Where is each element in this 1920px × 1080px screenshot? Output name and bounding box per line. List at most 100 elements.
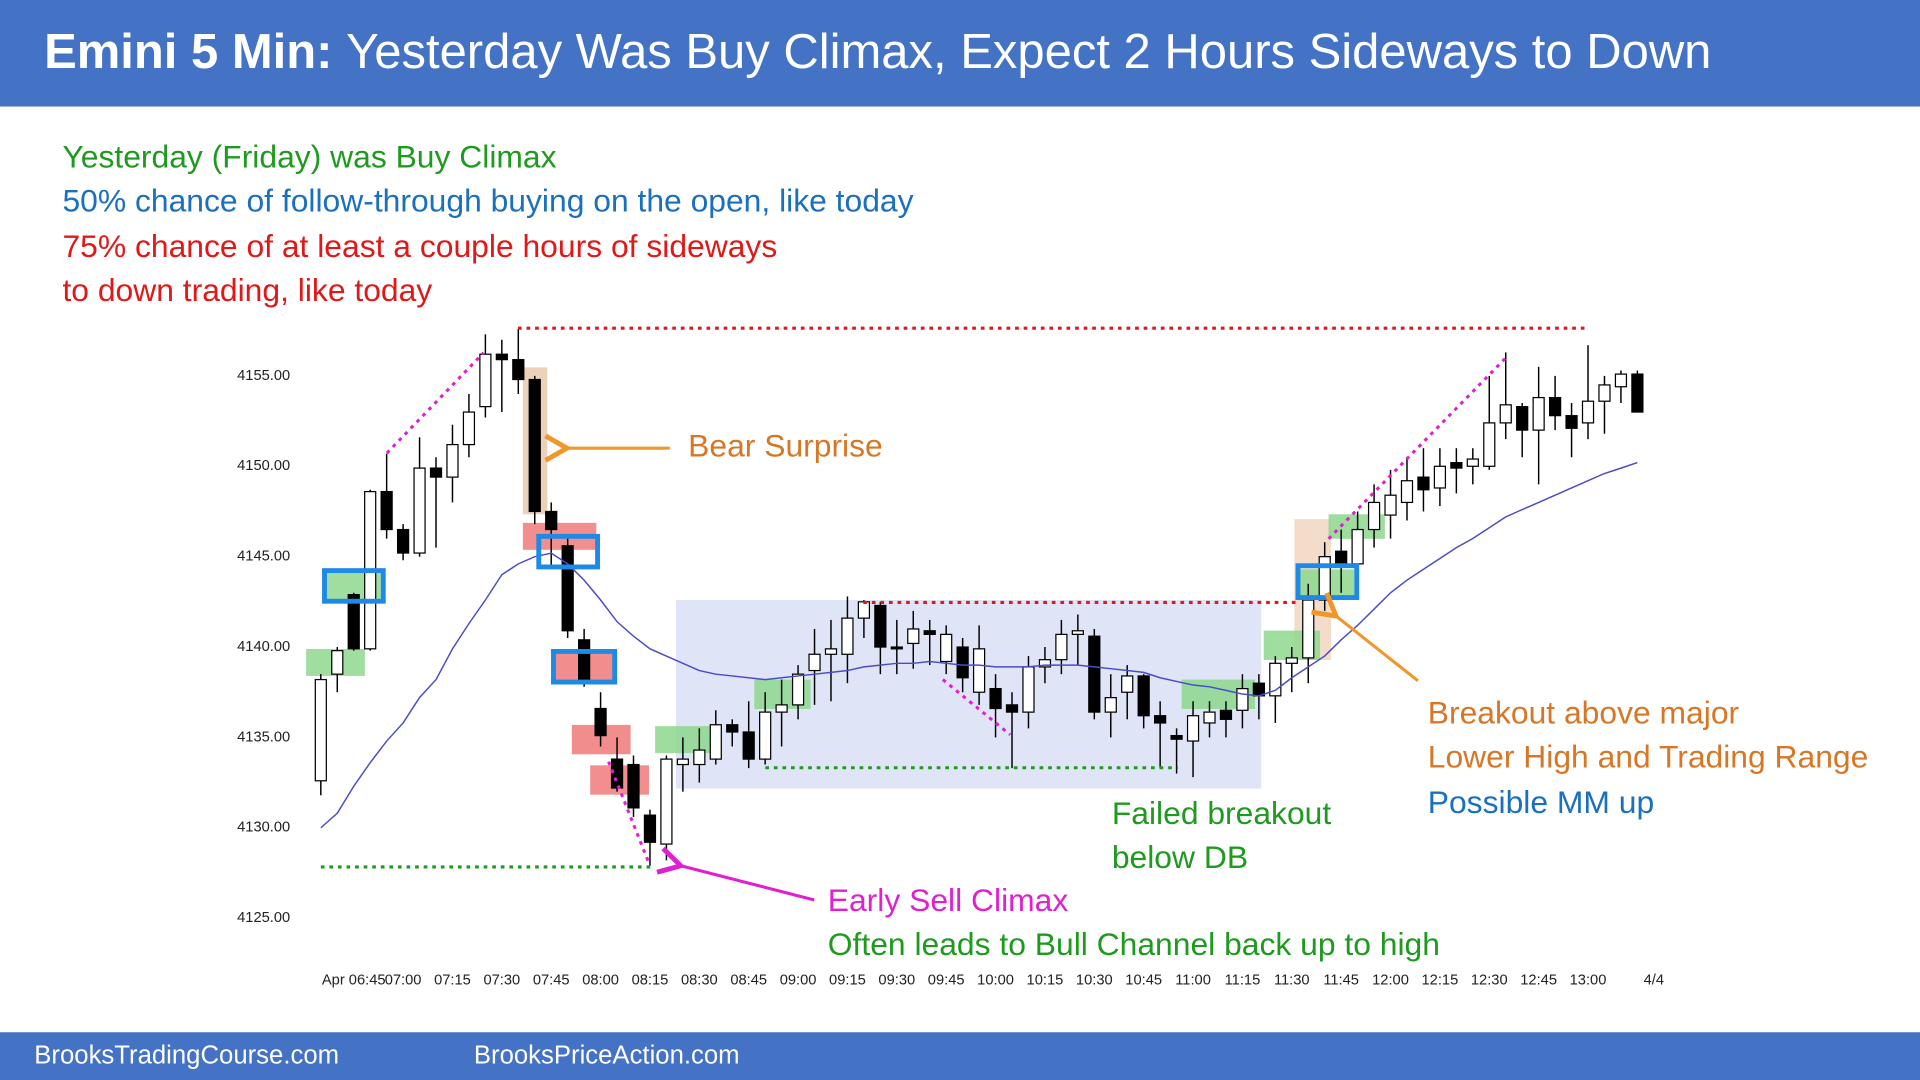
candle-body <box>940 633 953 663</box>
x-tick-label: 10:00 <box>977 973 1014 989</box>
entry-box <box>551 648 618 685</box>
candle-body <box>1367 501 1381 531</box>
candle-body <box>1071 630 1084 635</box>
candle-body <box>561 545 574 632</box>
x-tick-label: 10:45 <box>1125 973 1162 989</box>
candle-body <box>1335 550 1348 565</box>
trend-line <box>385 351 485 455</box>
candle-body <box>1516 406 1529 431</box>
x-tick-label: 13:00 <box>1570 973 1607 989</box>
entry-box <box>322 568 386 604</box>
x-tick-label: 08:45 <box>730 973 767 989</box>
x-tick-label: 09:00 <box>780 973 817 989</box>
signal-box <box>655 726 717 754</box>
candle-body <box>545 510 558 531</box>
candles <box>314 328 1644 866</box>
x-tick-label: 08:30 <box>681 973 718 989</box>
candle-body <box>1631 373 1644 413</box>
entry-box <box>536 533 600 570</box>
candle-body <box>331 650 344 675</box>
candle-body <box>1384 494 1397 516</box>
candle-body <box>1466 458 1479 467</box>
candle-body <box>841 617 854 655</box>
note: to down trading, like today <box>62 272 432 308</box>
candle-body <box>512 359 525 381</box>
annotation: Lower High and Trading Range <box>1428 739 1869 775</box>
candle-body <box>1302 599 1315 659</box>
candle-body <box>1614 373 1628 388</box>
annotation: Failed breakout <box>1112 795 1332 831</box>
x-tick-label: 10:30 <box>1076 973 1113 989</box>
x-tick-label: 07:45 <box>533 973 570 989</box>
page-title: Emini 5 Min: Yesterday Was Buy Climax, E… <box>44 25 1711 79</box>
y-tick-label: 4125.00 <box>237 910 290 926</box>
candle-body <box>1022 666 1035 713</box>
candle-body <box>594 707 607 737</box>
candle-body <box>396 528 410 554</box>
header-band <box>0 0 1920 107</box>
candle-body <box>1532 396 1545 431</box>
candle-body <box>1581 400 1595 424</box>
annotation: Often leads to Bull Channel back up to h… <box>828 926 1440 962</box>
candle-body <box>759 711 772 760</box>
footer-link: BrooksPriceAction.com <box>474 1042 740 1070</box>
overlays <box>320 326 1586 902</box>
candle-body <box>1565 415 1578 429</box>
x-tick-label: 09:30 <box>878 973 915 989</box>
candle-body <box>1236 687 1249 711</box>
annotation: Early Sell Climax <box>828 882 1069 918</box>
candle-body <box>693 749 706 766</box>
arrow <box>1311 592 1419 683</box>
candle-body <box>676 758 689 766</box>
candle-body <box>890 646 903 650</box>
candle-body <box>1038 659 1052 668</box>
candle-body <box>709 724 722 760</box>
candle-body <box>1318 556 1331 601</box>
candle-body <box>1104 697 1117 713</box>
candle-body <box>347 594 360 650</box>
candle-body <box>610 758 624 789</box>
x-tick-label: 07:00 <box>385 973 422 989</box>
x-tick-label: Apr 06:45 <box>322 973 386 989</box>
candle-body <box>528 378 541 513</box>
x-tick-label: 11:30 <box>1274 973 1310 989</box>
candle-body <box>446 443 459 478</box>
note: Yesterday (Friday) was Buy Climax <box>62 139 556 175</box>
candle-body <box>1154 715 1167 724</box>
x-tick-label: 08:15 <box>632 973 669 989</box>
candle-body <box>726 724 739 733</box>
x-tick-label: 12:45 <box>1520 973 1557 989</box>
candle-body <box>1433 465 1447 489</box>
x-tick-label: 07:15 <box>434 973 471 989</box>
x-tick-label: 09:15 <box>829 973 866 989</box>
candle-body <box>1598 384 1611 402</box>
note: 75% chance of at least a couple hours of… <box>62 228 777 264</box>
arrow <box>656 846 815 902</box>
candle-body <box>1548 396 1562 417</box>
candle-body <box>907 628 920 645</box>
candle-body <box>989 687 1002 710</box>
trend-line <box>941 678 1012 736</box>
candle-body <box>627 763 640 809</box>
candle-body <box>1203 711 1216 724</box>
candle-body <box>1055 633 1068 661</box>
candle-body <box>1137 675 1150 717</box>
x-tick-label: 12:30 <box>1471 973 1508 989</box>
candle-body <box>660 758 673 845</box>
candle-body <box>742 731 755 760</box>
candle-body <box>1219 709 1233 720</box>
footer-link: BrooksTradingCourse.com <box>34 1042 339 1070</box>
axes: 4125.00 4130.00 4135.00 4140.00 4145.00 4150.… <box>237 368 1664 989</box>
candle-body <box>972 648 986 693</box>
candle-body <box>874 604 887 648</box>
annotation: below DB <box>1112 839 1248 875</box>
y-tick-label: 4155.00 <box>237 368 290 384</box>
candle-body <box>1186 715 1200 742</box>
candle-body <box>1417 476 1430 491</box>
x-tick-label: 07:30 <box>483 973 520 989</box>
candle-body <box>380 490 393 531</box>
candle-body <box>1269 662 1282 697</box>
y-tick-label: 4150.00 <box>237 458 290 474</box>
